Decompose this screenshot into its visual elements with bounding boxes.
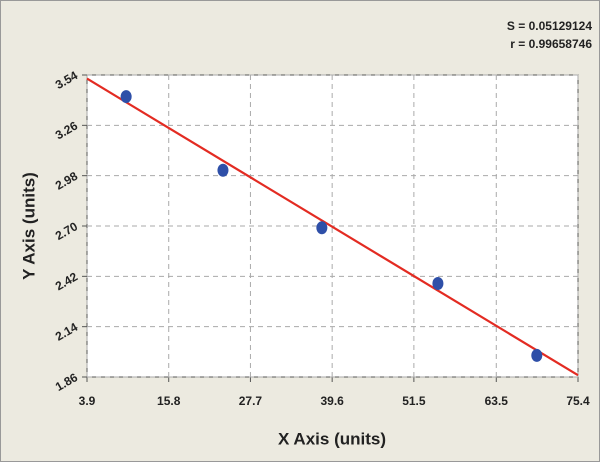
point: [217, 163, 229, 177]
x-tick-label: 27.7: [239, 394, 263, 408]
x-tick-label: 39.6: [320, 394, 344, 408]
point: [432, 277, 444, 291]
point: [531, 348, 543, 362]
annotation: S = 0.05129124: [507, 19, 592, 33]
x-tick-label: 75.4: [566, 394, 590, 408]
x-tick-label: 63.5: [485, 394, 509, 408]
y-axis-title: Y Axis (units): [19, 172, 38, 280]
x-tick-label: 51.5: [402, 394, 426, 408]
x-tick-label: 3.9: [79, 394, 96, 408]
annotation: r = 0.99658746: [510, 37, 592, 51]
x-axis-title: X Axis (units): [278, 429, 386, 448]
point: [120, 90, 132, 104]
point: [316, 221, 328, 235]
fit-line: [86, 77, 579, 377]
x-tick-label: 15.8: [157, 394, 181, 408]
